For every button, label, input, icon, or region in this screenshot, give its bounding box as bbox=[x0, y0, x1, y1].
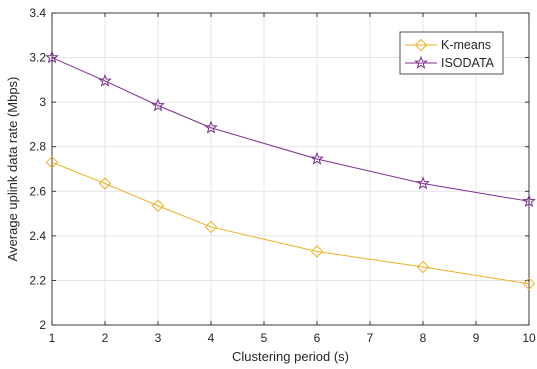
y-tick-label: 2.8 bbox=[29, 140, 46, 154]
series-2 bbox=[46, 52, 534, 206]
series-1 bbox=[47, 157, 535, 289]
legend-label: K-means bbox=[441, 38, 491, 52]
y-tick-label: 2.6 bbox=[29, 184, 46, 198]
y-tick-label: 2.2 bbox=[29, 273, 46, 287]
legend: K-means ISODATA bbox=[400, 32, 503, 74]
series-line bbox=[52, 58, 529, 202]
x-tick-label: 10 bbox=[522, 331, 536, 345]
y-tick-label: 2.4 bbox=[29, 229, 46, 243]
x-tick-label: 4 bbox=[208, 331, 215, 345]
x-tick-label: 7 bbox=[367, 331, 374, 345]
y-tick-label: 3.2 bbox=[29, 51, 46, 65]
y-tick-label: 2 bbox=[39, 318, 46, 332]
series-line bbox=[52, 162, 529, 283]
x-tick-label: 5 bbox=[261, 331, 268, 345]
x-tick-label: 2 bbox=[102, 331, 109, 345]
x-tick-label: 8 bbox=[420, 331, 427, 345]
x-tick-label: 1 bbox=[49, 331, 56, 345]
y-axis-label: Average uplink data rate (Mbps) bbox=[5, 77, 20, 262]
x-tick-label: 6 bbox=[314, 331, 321, 345]
y-tick-label: 3.4 bbox=[29, 6, 46, 20]
x-axis-label: Clustering period (s) bbox=[232, 349, 349, 364]
x-tick-label: 9 bbox=[473, 331, 480, 345]
y-tick-label: 3 bbox=[39, 95, 46, 109]
x-tick-label: 3 bbox=[155, 331, 162, 345]
data-series bbox=[46, 52, 534, 290]
legend-label: ISODATA bbox=[441, 56, 495, 70]
